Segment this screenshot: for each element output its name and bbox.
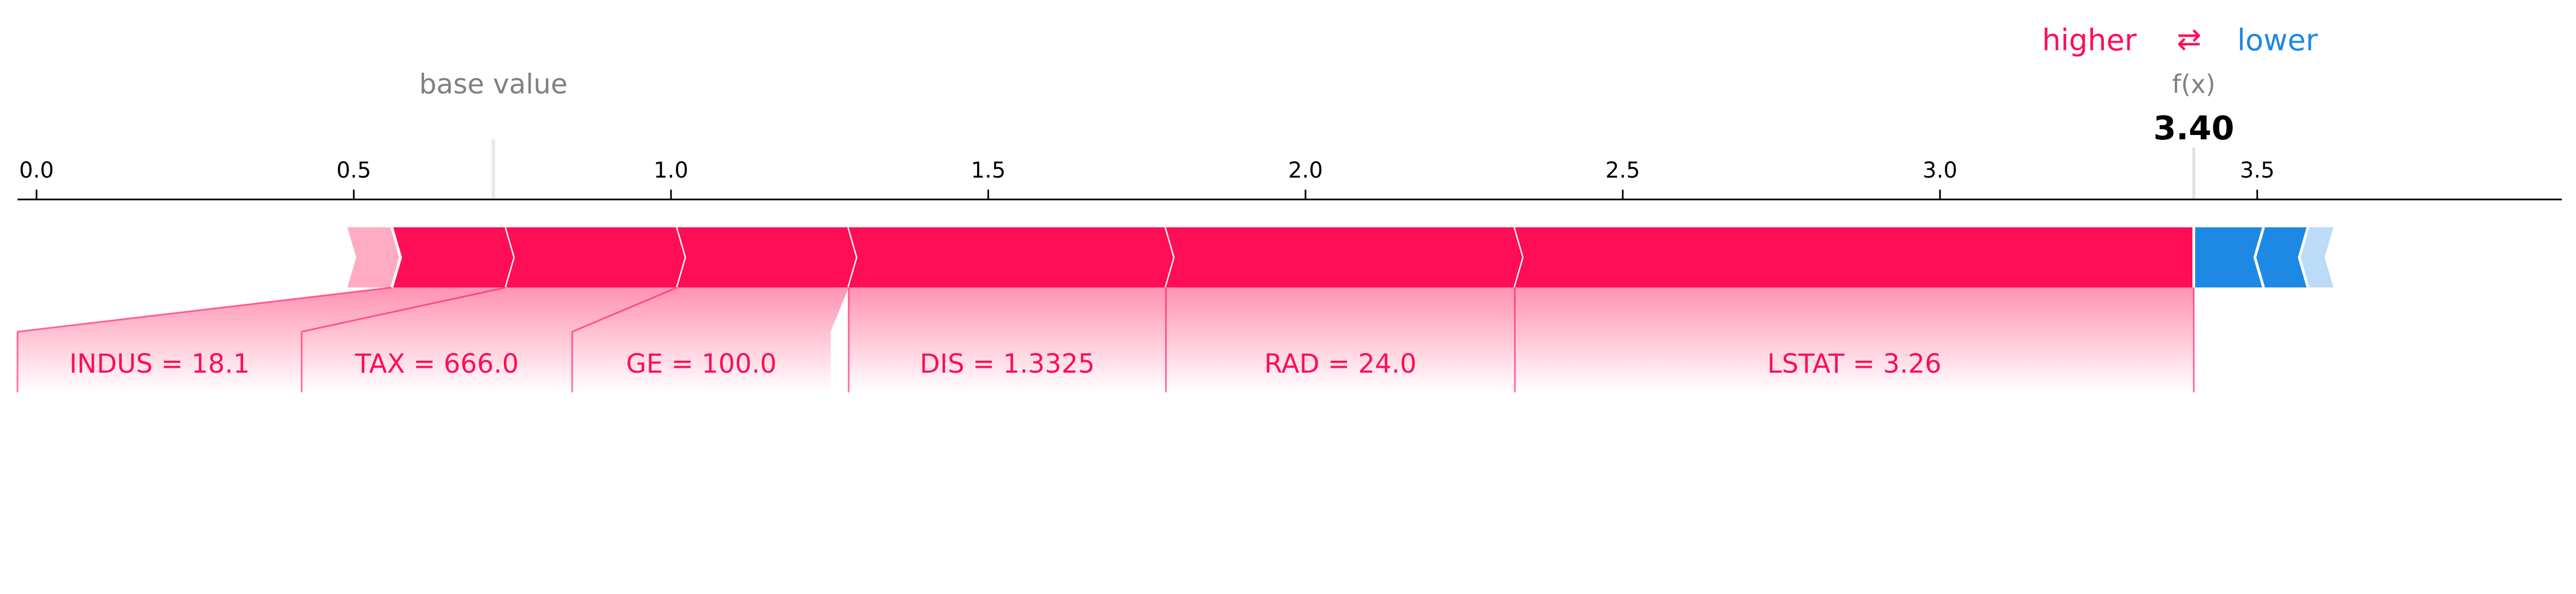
negative-bar-2 — [2299, 227, 2334, 287]
feature-label-fill-3 — [849, 287, 1166, 392]
positive-bar-5 — [1166, 227, 1524, 287]
x-tick-label-6: 3.0 — [1922, 158, 1957, 183]
legend-lower: lower — [2237, 23, 2318, 57]
feature-label-connector-1 — [301, 286, 507, 333]
positive-bar-4 — [849, 227, 1175, 287]
feature-label-2: GE = 100.0 — [626, 349, 777, 379]
positive-bar-3 — [677, 227, 858, 287]
feature-label-3: DIS = 1.3325 — [920, 349, 1095, 379]
fx-value: 3.40 — [2154, 109, 2234, 148]
x-tick-label-2: 1.0 — [654, 158, 689, 183]
x-tick-label-5: 2.5 — [1605, 158, 1640, 183]
feature-label-fill-4 — [1166, 287, 1515, 392]
feature-label-1: TAX = 666.0 — [355, 349, 519, 379]
base-value-label: base value — [419, 68, 568, 100]
feature-label-fill-5 — [1515, 287, 2194, 392]
x-tick-label-0: 0.0 — [19, 158, 54, 183]
positive-bar-0 — [347, 227, 401, 287]
negative-bar-0 — [2193, 227, 2264, 287]
feature-label-regions — [16, 286, 2195, 392]
positive-bar-separator-2 — [676, 227, 688, 288]
x-tick-label-3: 1.5 — [971, 158, 1006, 183]
fx-label: f(x) — [2172, 69, 2215, 99]
x-tick-label-4: 2.0 — [1288, 158, 1323, 183]
negative-bar-separator-1 — [2253, 227, 2265, 288]
feature-label-4: RAD = 24.0 — [1264, 349, 1416, 379]
x-tick-label-7: 3.5 — [2240, 158, 2275, 183]
feature-label-connector-2 — [572, 286, 678, 333]
negative-bar-separator-2 — [2297, 227, 2309, 288]
feature-label-fill-1 — [302, 287, 678, 392]
feature-label-fill-2 — [572, 287, 849, 392]
feature-label-5: LSTAT = 3.26 — [1767, 349, 1942, 379]
legend-higher: higher — [2042, 23, 2137, 57]
feature-label-0: INDUS = 18.1 — [69, 349, 250, 379]
feature-label-connector-0 — [17, 286, 392, 333]
positive-bar-separator-0 — [390, 227, 402, 288]
x-axis-ticks: 0.0 0.5 1.0 1.5 2.0 2.5 3.0 3.5 — [19, 158, 2274, 199]
positive-bar-2 — [506, 227, 686, 287]
force-bars — [347, 227, 2334, 288]
legend-arrow-icon: ⇄ — [2177, 22, 2201, 56]
negative-bar-1 — [2255, 227, 2308, 287]
positive-bar-1 — [392, 227, 515, 287]
x-tick-label-1: 0.5 — [337, 158, 372, 183]
feature-labels: INDUS = 18.1 TAX = 666.0 GE = 100.0 DIS = 1… — [69, 349, 1942, 379]
positive-bar-6 — [1515, 227, 2194, 287]
